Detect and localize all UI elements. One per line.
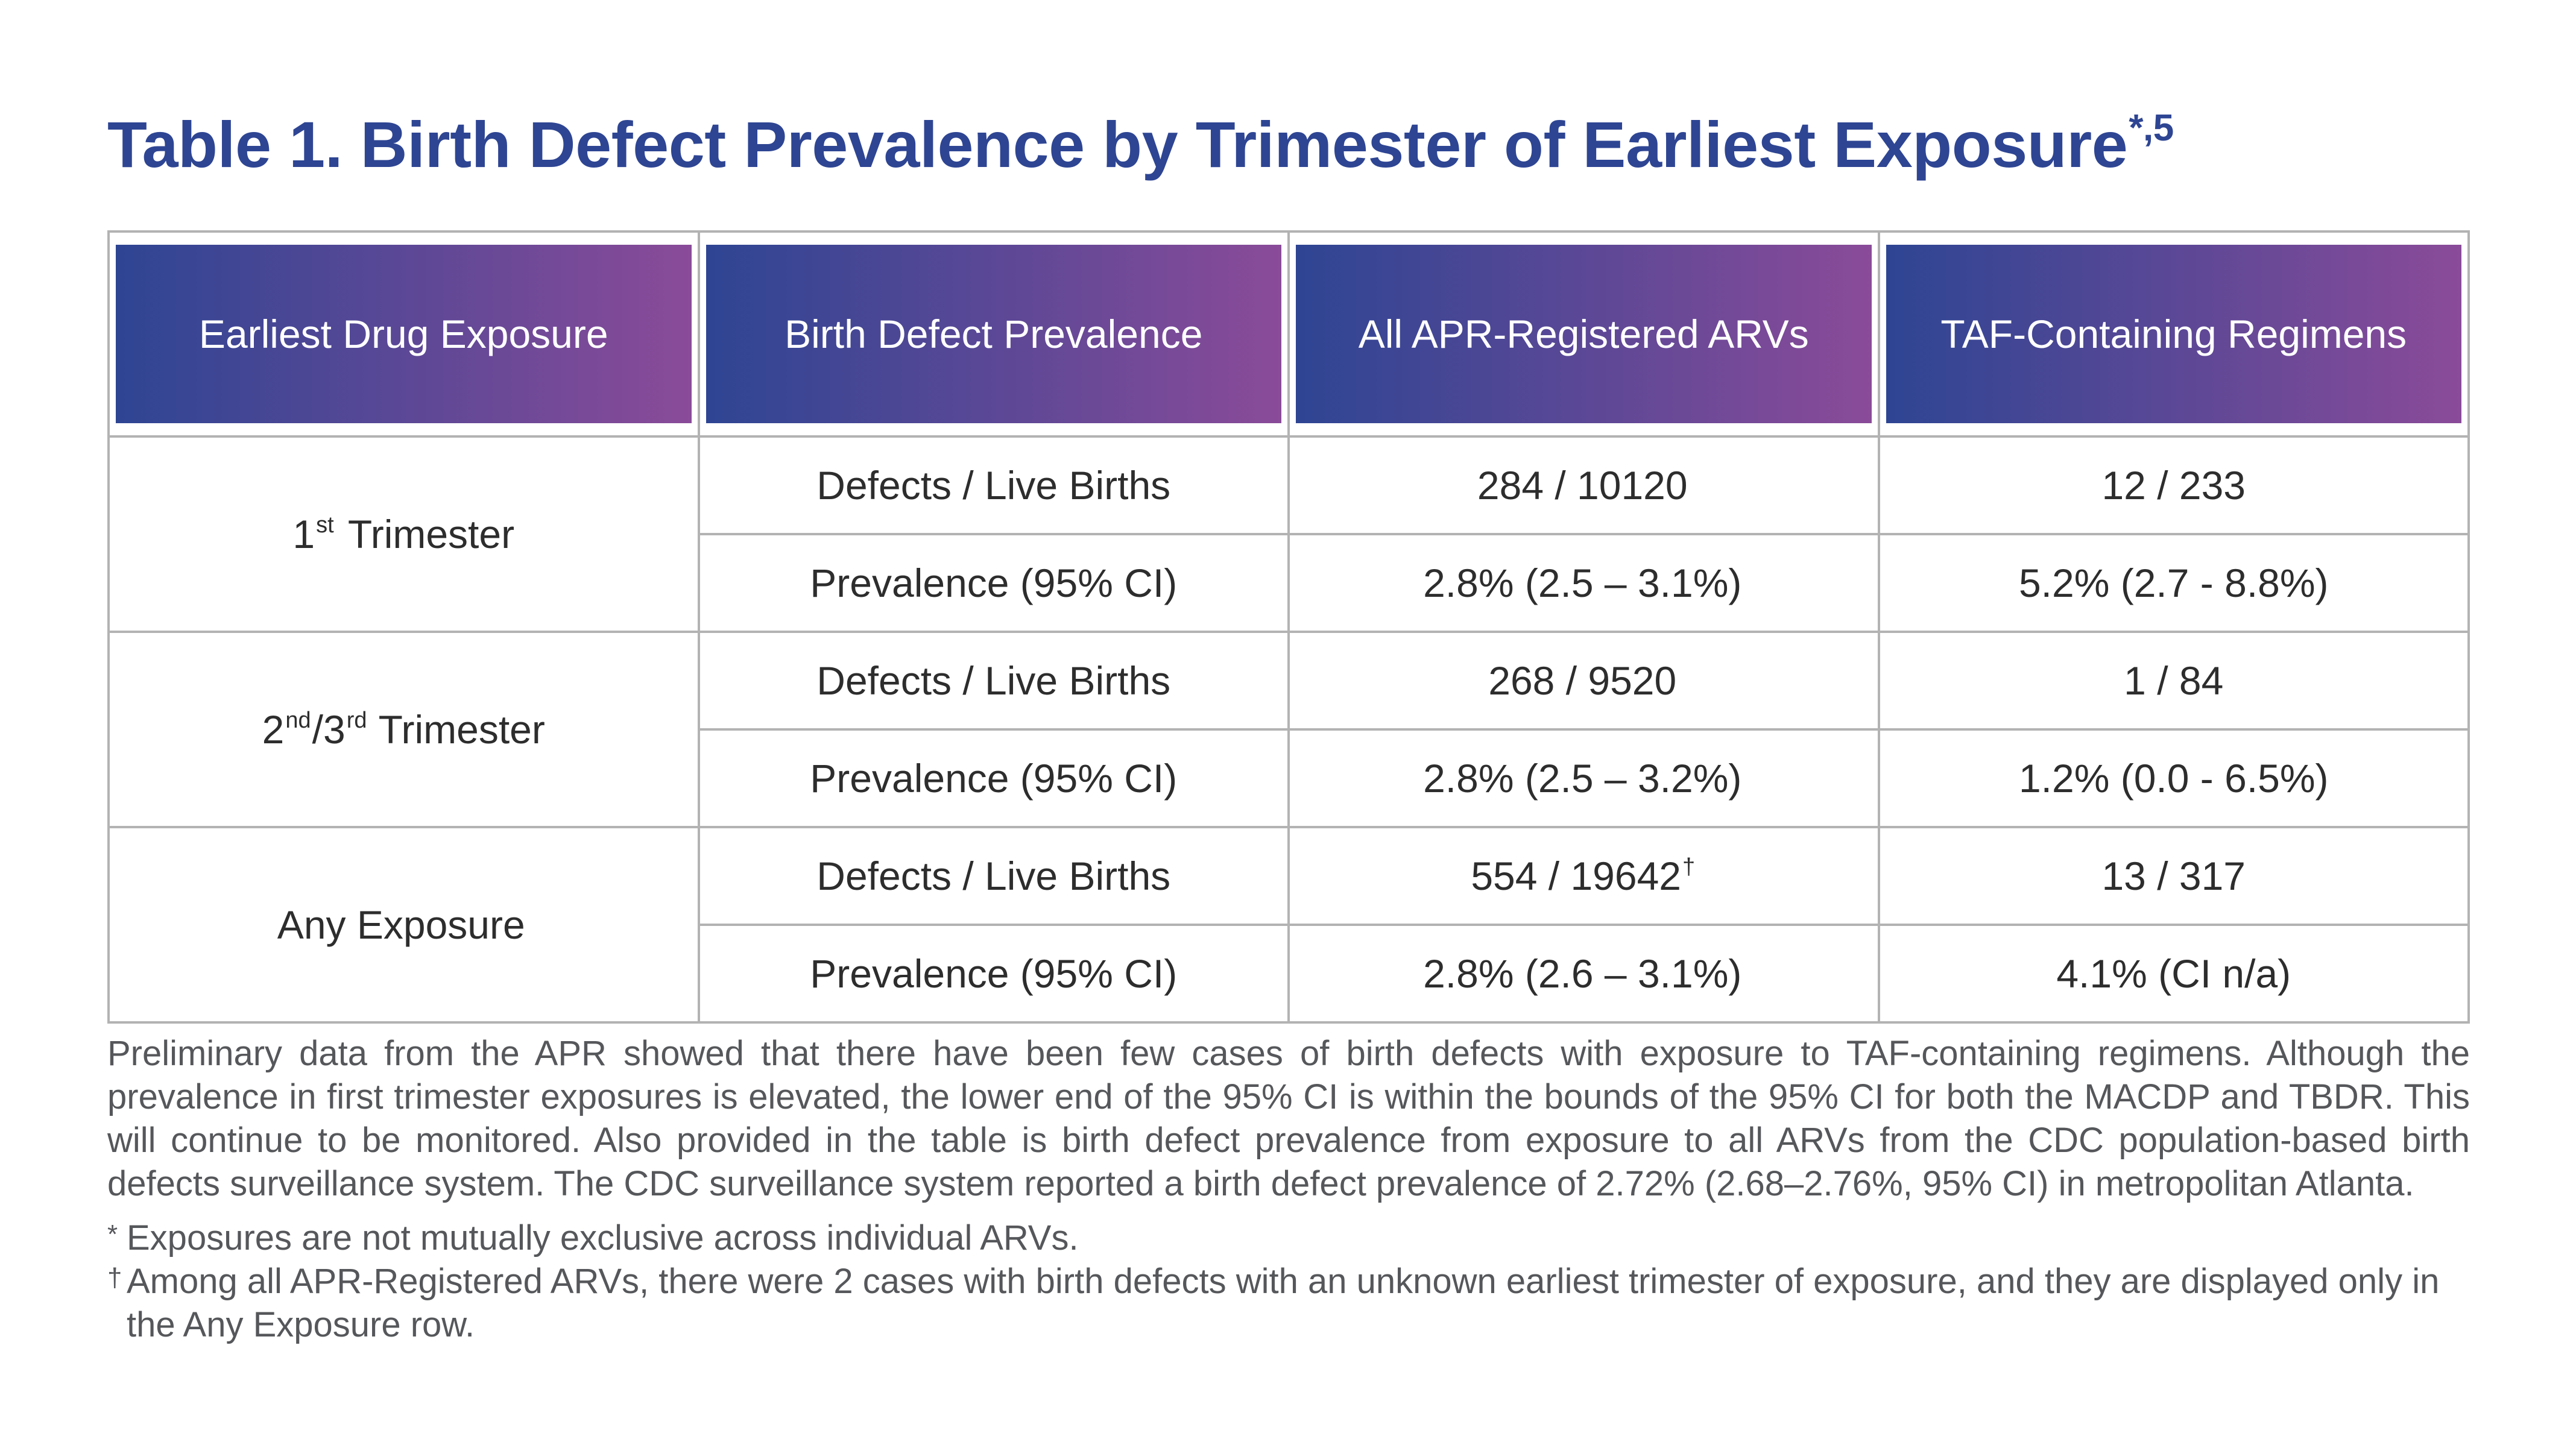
taf-regimens-cell: 5.2% (2.7 - 8.8%) — [1877, 533, 2470, 633]
taf-regimens-cell: 12 / 233 — [1877, 435, 2470, 535]
footnote: * Exposures are not mutually exclusive ac… — [107, 1217, 2470, 1260]
metric-cell: Prevalence (95% CI) — [697, 924, 1290, 1024]
all-arvs-cell: 2.8% (2.5 – 3.1%) — [1287, 533, 1880, 633]
all-arvs-cell: 284 / 10120 — [1287, 435, 1880, 535]
notes-section: Preliminary data from the APR showed tha… — [107, 1032, 2470, 1347]
metric-cell: Defects / Live Births — [697, 631, 1290, 731]
column-header-label: Birth Defect Prevalence — [706, 245, 1281, 423]
metric-cell: Prevalence (95% CI) — [697, 728, 1290, 828]
metric-cell: Prevalence (95% CI) — [697, 533, 1290, 633]
birth-defect-prevalence-table: Earliest Drug Exposure Birth Defect Prev… — [107, 230, 2470, 1024]
all-arvs-cell: 2.8% (2.5 – 3.2%) — [1287, 728, 1880, 828]
all-arvs-cell: 268 / 9520 — [1287, 631, 1880, 731]
footnote-text: Among all APR-Registered ARVs, there wer… — [127, 1262, 2440, 1344]
all-arvs-cell: 2.8% (2.6 – 3.1%) — [1287, 924, 1880, 1024]
taf-regimens-cell: 13 / 317 — [1877, 826, 2470, 926]
footnote-marker: * — [107, 1220, 118, 1249]
column-header: All APR-Registered ARVs — [1287, 230, 1880, 438]
column-header-label: TAF-Containing Regimens — [1886, 245, 2461, 423]
taf-regimens-cell: 4.1% (CI n/a) — [1877, 924, 2470, 1024]
table-row: Prevalence (95% CI) 2.8% (2.6 – 3.1%) 4.… — [109, 924, 2470, 1024]
column-header: TAF-Containing Regimens — [1877, 230, 2470, 438]
taf-regimens-cell: 1.2% (0.0 - 6.5%) — [1877, 728, 2470, 828]
column-header-label: All APR-Registered ARVs — [1296, 245, 1872, 423]
dagger-footnote-marker: † — [1682, 854, 1696, 880]
table-row: 1st Trimester Defects / Live Births 284 … — [107, 435, 2470, 633]
table-row: Prevalence (95% CI) 2.8% (2.5 – 3.2%) 1.… — [109, 728, 2470, 828]
table-header-row: Earliest Drug Exposure Birth Defect Prev… — [107, 230, 2470, 438]
taf-regimens-cell: 1 / 84 — [1877, 631, 2470, 731]
title-text: Table 1. Birth Defect Prevalence by Trim… — [107, 108, 2128, 181]
column-header: Birth Defect Prevalence — [697, 230, 1290, 438]
table-row: Prevalence (95% CI) 2.8% (2.5 – 3.1%) 5.… — [109, 533, 2470, 633]
prevalence-table-container: Earliest Drug Exposure Birth Defect Prev… — [107, 230, 2470, 1024]
metric-cell: Defects / Live Births — [697, 826, 1290, 926]
metric-cell: Defects / Live Births — [697, 435, 1290, 535]
exposure-group-label: Any Exposure — [107, 826, 700, 1024]
footnote: † Among all APR-Registered ARVs, there we… — [107, 1260, 2470, 1347]
column-header-label: Earliest Drug Exposure — [116, 245, 692, 423]
table-row: Any Exposure Defects / Live Births 554 /… — [107, 826, 2470, 1024]
column-header: Earliest Drug Exposure — [107, 230, 700, 438]
table-row: 2nd/3rd Trimester Defects / Live Births … — [107, 631, 2470, 828]
page-title: Table 1. Birth Defect Prevalence by Trim… — [107, 110, 2174, 177]
exposure-group-label: 1st Trimester — [107, 435, 700, 633]
summary-paragraph: Preliminary data from the APR showed tha… — [107, 1034, 2470, 1203]
footnote-text: Exposures are not mutually exclusive acr… — [127, 1218, 1079, 1258]
title-footnote-marker: *,5 — [2129, 107, 2174, 149]
footnote-marker: † — [107, 1263, 122, 1292]
exposure-group-label: 2nd/3rd Trimester — [107, 631, 700, 828]
all-arvs-cell: 554 / 19642† — [1287, 826, 1880, 926]
